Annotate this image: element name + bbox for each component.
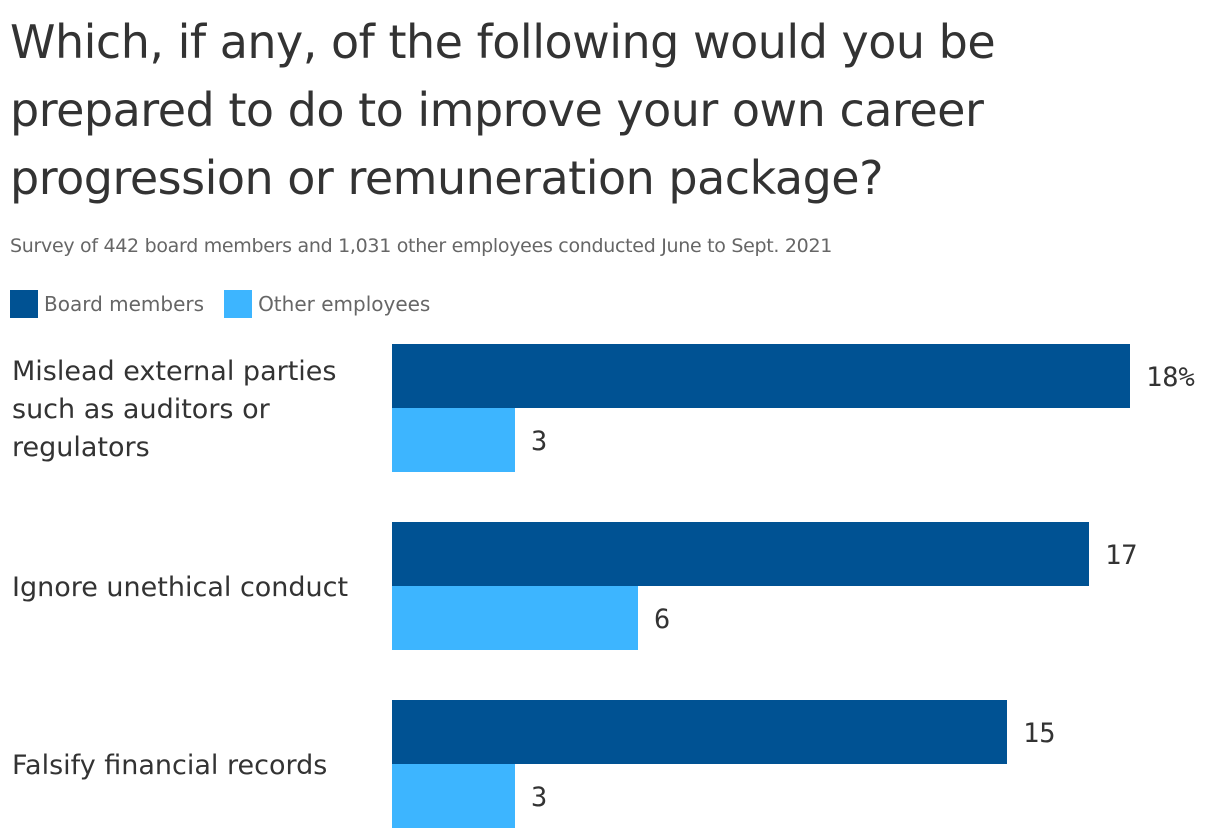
data-label: 6 [654, 604, 670, 635]
data-label: 3 [531, 426, 547, 457]
legend-label-board: Board members [44, 292, 205, 316]
bar-other-employees [392, 586, 638, 650]
data-label: 17 [1105, 540, 1138, 571]
category-label-line: Mislead external parties [12, 356, 336, 387]
legend-item-board: Board members [10, 290, 204, 318]
category-label-line: such as auditors or [12, 394, 271, 425]
legend-label-other: Other employees [258, 292, 431, 316]
category-label: Falsify financial records [12, 750, 327, 781]
bar-other-employees [392, 764, 515, 828]
category-label: Mislead external parties such as auditors… [12, 356, 336, 463]
legend: Board members Other employees [10, 290, 450, 318]
data-label: 15 [1023, 718, 1056, 749]
category-label: Ignore unethical conduct [12, 572, 348, 603]
bar-chart: Mislead external parties such as auditors… [12, 344, 1195, 828]
bar-board-members [392, 700, 1007, 764]
bar-board-members [392, 344, 1130, 408]
data-label: 3 [531, 782, 547, 813]
category-label-line: regulators [12, 432, 150, 463]
category-label-line: Ignore unethical conduct [12, 572, 348, 603]
bar-other-employees [392, 408, 515, 472]
legend-swatch-board [10, 290, 38, 318]
legend-item-other: Other employees [224, 290, 430, 318]
chart-subtitle: Survey of 442 board members and 1,031 ot… [10, 235, 833, 257]
bar-board-members [392, 522, 1089, 586]
data-label: 18% [1146, 362, 1195, 393]
category-label-line: Falsify financial records [12, 750, 327, 781]
legend-swatch-other [224, 290, 253, 318]
chart-title: Which, if any, of the following would yo… [10, 15, 996, 205]
